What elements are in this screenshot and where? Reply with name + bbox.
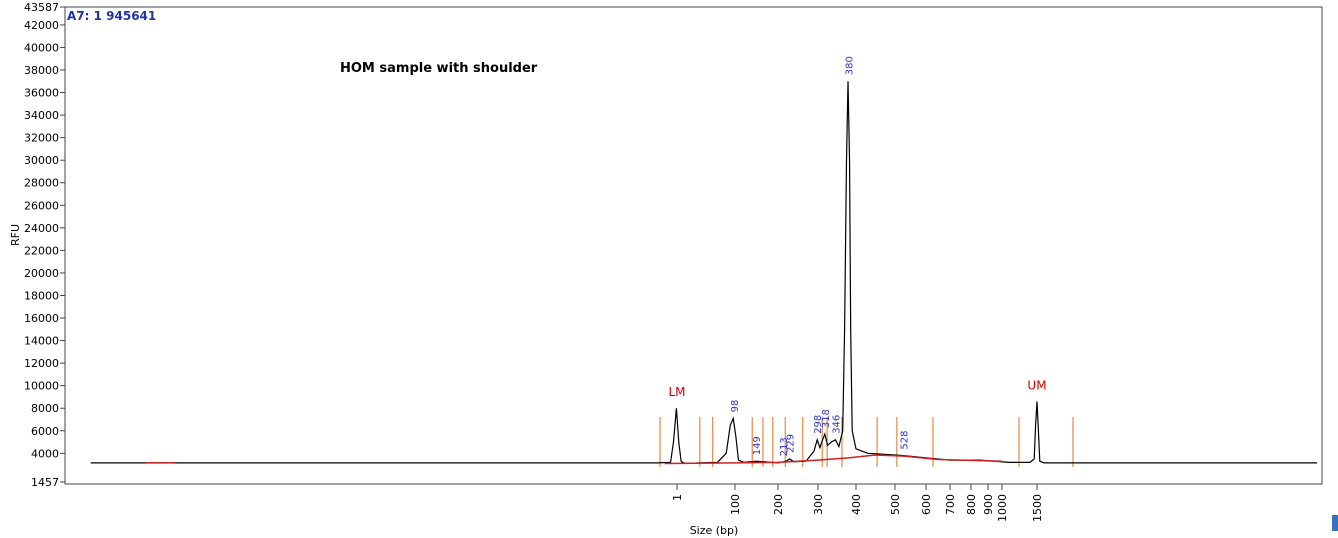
x-tick-label: 200: [772, 494, 785, 515]
y-tick-label: 26000: [24, 199, 59, 212]
y-tick-label: 10000: [24, 380, 59, 393]
plot-frame: [64, 6, 1323, 485]
y-tick-label: 34000: [24, 109, 59, 122]
x-axis-label: Size (bp): [690, 524, 739, 537]
y-tick-label: 12000: [24, 357, 59, 370]
y-tick-label: 8000: [31, 402, 59, 415]
y-tick-label: 16000: [24, 312, 59, 325]
y-tick-label: 1457: [31, 476, 59, 489]
y-tick-label: 14000: [24, 335, 59, 348]
size-label: 528: [900, 430, 911, 449]
y-tick-label: 6000: [31, 425, 59, 438]
size-label: 346: [831, 415, 842, 434]
size-label: 98: [730, 400, 741, 413]
marker-label: LM: [668, 385, 685, 399]
marker-label: UM: [1027, 378, 1046, 392]
y-tick-label: 20000: [24, 267, 59, 280]
x-tick-label: 400: [850, 494, 863, 515]
annotation: HOM sample with shoulder: [340, 61, 538, 76]
size-label: 149: [752, 436, 763, 455]
y-tick-label: 43587: [24, 1, 59, 14]
size-label: 380: [844, 56, 855, 75]
size-label: 213: [779, 437, 790, 456]
y-tick-label: 42000: [24, 19, 59, 32]
y-tick-label: 4000: [31, 447, 59, 460]
x-tick-label: 100: [729, 494, 742, 515]
y-tick-label: 18000: [24, 289, 59, 302]
y-tick-label: 36000: [24, 87, 59, 100]
size-label: 298: [813, 415, 824, 434]
y-tick-label: 32000: [24, 132, 59, 145]
y-tick-label: 30000: [24, 154, 59, 167]
x-tick-label: 1: [671, 494, 684, 501]
x-tick-label: 700: [944, 494, 957, 515]
x-tick-label: 300: [812, 494, 825, 515]
y-tick-label: 38000: [24, 64, 59, 77]
y-axis-label: RFU: [9, 224, 22, 246]
x-tick-label: 800: [965, 494, 978, 515]
y-tick-label: 22000: [24, 244, 59, 257]
x-tick-label: 900: [982, 494, 995, 515]
trace-line: [90, 81, 1318, 465]
sample-label: A7: 1 945641: [67, 9, 156, 23]
x-tick-label: 1000: [996, 494, 1009, 522]
y-tick-label: 28000: [24, 177, 59, 190]
y-tick-label: 40000: [24, 41, 59, 54]
trace-line: [145, 454, 1003, 465]
scroll-handle[interactable]: [1332, 515, 1338, 531]
x-tick-label: 1500: [1031, 494, 1044, 522]
size-label: 318: [821, 409, 832, 428]
x-tick-label: 600: [920, 494, 933, 515]
x-tick-label: 500: [889, 494, 902, 515]
y-tick-label: 24000: [24, 222, 59, 235]
size-label: 229: [786, 434, 797, 453]
